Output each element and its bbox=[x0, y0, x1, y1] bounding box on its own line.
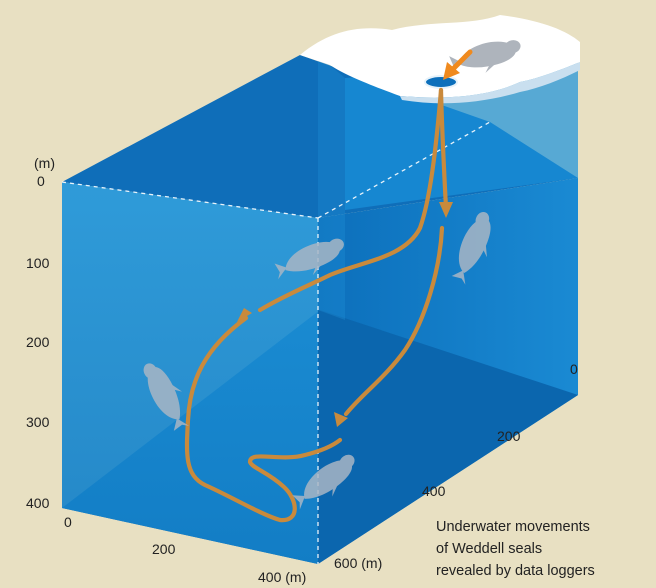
dive-paths bbox=[184, 87, 449, 523]
arrowhead-deep bbox=[334, 412, 348, 427]
dive-path-exploration bbox=[257, 87, 444, 313]
caption-line-3: revealed by data loggers bbox=[436, 563, 595, 579]
front-tick-200: 200 bbox=[152, 541, 176, 557]
arrowhead-ascent bbox=[237, 308, 252, 322]
ice-hole-icon bbox=[424, 75, 458, 89]
depth-tick-200: 200 bbox=[26, 334, 50, 350]
depth-unit-label: (m) bbox=[34, 155, 55, 171]
dive-path-deep bbox=[343, 225, 445, 417]
entry-arrow-icon bbox=[443, 49, 473, 80]
front-tick-400: 400 (m) bbox=[258, 569, 306, 585]
depth-tick-400: 400 bbox=[26, 495, 50, 511]
caption: Underwater movements of Weddell seals re… bbox=[436, 519, 595, 579]
side-tick-600: 600 (m) bbox=[334, 555, 382, 571]
side-tick-200: 200 bbox=[497, 428, 521, 444]
caption-line-1: Underwater movements bbox=[436, 519, 590, 535]
front-tick-0: 0 bbox=[64, 514, 72, 530]
path-arrowheads bbox=[237, 202, 453, 427]
side-tick-400: 400 bbox=[422, 483, 446, 499]
ice-floe bbox=[300, 15, 580, 98]
water-front-face bbox=[62, 182, 318, 564]
front-axis: 0 200 400 (m) bbox=[64, 514, 306, 585]
caption-line-2: of Weddell seals bbox=[436, 541, 542, 557]
ice-edge bbox=[400, 62, 580, 104]
arrowhead-descent bbox=[439, 202, 453, 218]
depth-axis: (m) 0 100 200 300 400 bbox=[26, 155, 55, 511]
hidden-edges bbox=[61, 121, 491, 564]
depth-tick-0: 0 bbox=[37, 173, 45, 189]
dive-path-loop bbox=[184, 315, 343, 523]
side-tick-0: 0 bbox=[570, 361, 578, 377]
depth-tick-100: 100 bbox=[26, 255, 50, 271]
depth-tick-300: 300 bbox=[26, 414, 50, 430]
side-axis: 0 200 400 600 (m) bbox=[334, 361, 578, 571]
